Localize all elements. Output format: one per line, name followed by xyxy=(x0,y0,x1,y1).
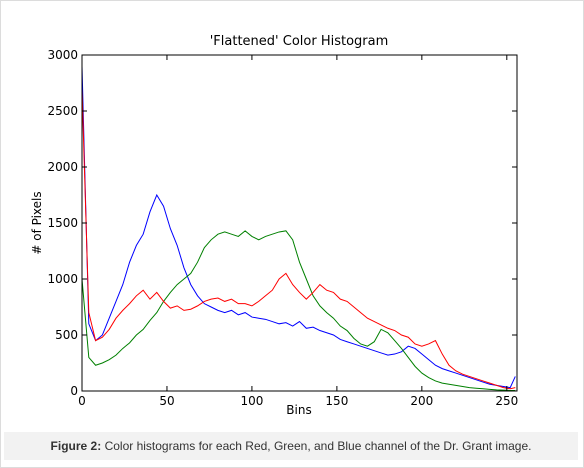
y-tick-label: 1000 xyxy=(47,272,78,286)
y-tick-label: 2000 xyxy=(47,160,78,174)
caption: Figure 2: Color histograms for each Red,… xyxy=(4,432,578,460)
x-tick-label: 50 xyxy=(159,394,174,408)
y-tick-label: 500 xyxy=(55,328,78,342)
x-axis-label: Bins xyxy=(286,403,311,417)
series-line xyxy=(81,66,516,389)
caption-label: Figure 2: xyxy=(50,439,102,453)
y-tick-label: 3000 xyxy=(47,48,78,62)
series-line xyxy=(81,88,516,390)
x-tick-label: 250 xyxy=(495,394,518,408)
chart-title: 'Flattened' Color Histogram xyxy=(210,34,389,49)
y-tick-label: 1500 xyxy=(47,216,78,230)
plot-frame xyxy=(81,54,518,392)
x-tick-label: 200 xyxy=(410,394,433,408)
x-tick-label: 150 xyxy=(325,394,348,408)
y-axis-label: # of Pixels xyxy=(30,191,44,254)
chart: 'Flattened' Color Histogram Bins # of Pi… xyxy=(30,34,518,417)
y-tick-label: 0 xyxy=(70,384,78,398)
x-tick-label: 0 xyxy=(78,394,86,408)
caption-text: Color histograms for each Red, Green, an… xyxy=(104,439,532,453)
x-tick-label: 100 xyxy=(240,394,263,408)
y-tick-label: 2500 xyxy=(47,104,78,118)
series-line xyxy=(81,230,516,391)
